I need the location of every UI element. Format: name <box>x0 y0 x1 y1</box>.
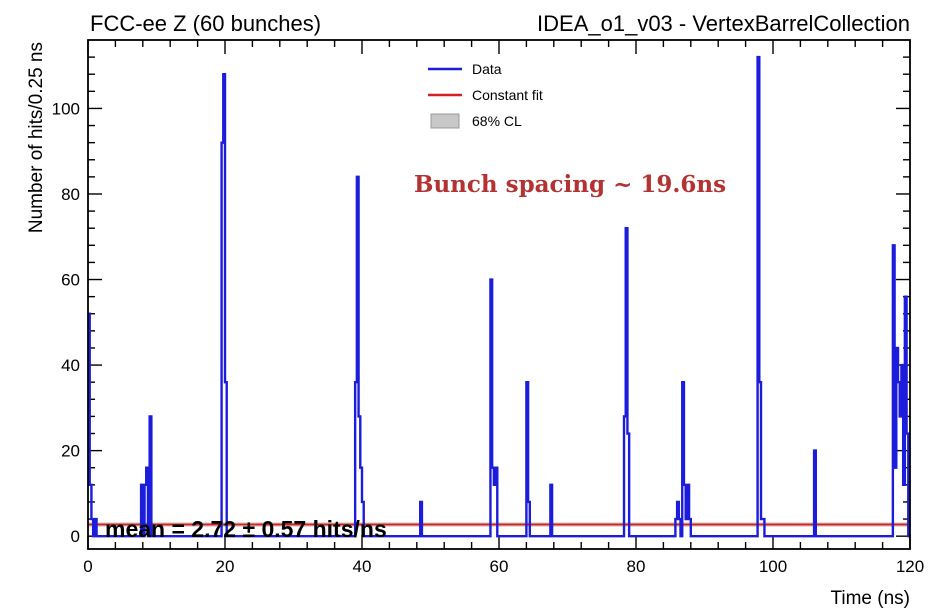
bunch-spacing-annotation: Bunch spacing ~ 19.6ns <box>414 171 726 198</box>
x-tick-label: 0 <box>83 557 92 576</box>
fit-layer <box>88 522 910 527</box>
y-tick-label: 20 <box>61 442 80 461</box>
plot-frame <box>87 39 911 550</box>
legend-data-label: Data <box>472 61 502 77</box>
y-tick-label: 40 <box>61 356 80 375</box>
y-tick-label: 0 <box>71 527 80 546</box>
x-tick-label: 100 <box>759 557 787 576</box>
y-tick-label: 100 <box>52 99 80 118</box>
legend: Data Constant fit 68% CL <box>428 61 543 129</box>
legend-cl-swatch <box>430 113 460 129</box>
x-tick-label: 80 <box>627 557 646 576</box>
y-axis-ticks: 0 20 40 60 80 100 <box>52 56 910 546</box>
x-tick-label: 120 <box>896 557 924 576</box>
chart-title-left: FCC-ee Z (60 bunches) <box>90 11 321 36</box>
y-tick-label: 60 <box>61 271 80 290</box>
x-tick-label: 20 <box>216 557 235 576</box>
legend-fit-label: Constant fit <box>472 87 543 103</box>
chart-title-right: IDEA_o1_v03 - VertexBarrelCollection <box>537 11 910 36</box>
x-axis-label: Time (ns) <box>830 588 910 609</box>
x-tick-label: 60 <box>490 557 509 576</box>
mean-annotation: mean = 2.72 ± 0.57 hits/ns <box>105 516 387 542</box>
x-tick-label: 40 <box>353 557 372 576</box>
data-series-line <box>88 55 910 538</box>
legend-cl-label: 68% CL <box>472 113 522 129</box>
y-axis-label: Number of hits/0.25 ns <box>26 42 47 233</box>
y-tick-label: 80 <box>61 185 80 204</box>
